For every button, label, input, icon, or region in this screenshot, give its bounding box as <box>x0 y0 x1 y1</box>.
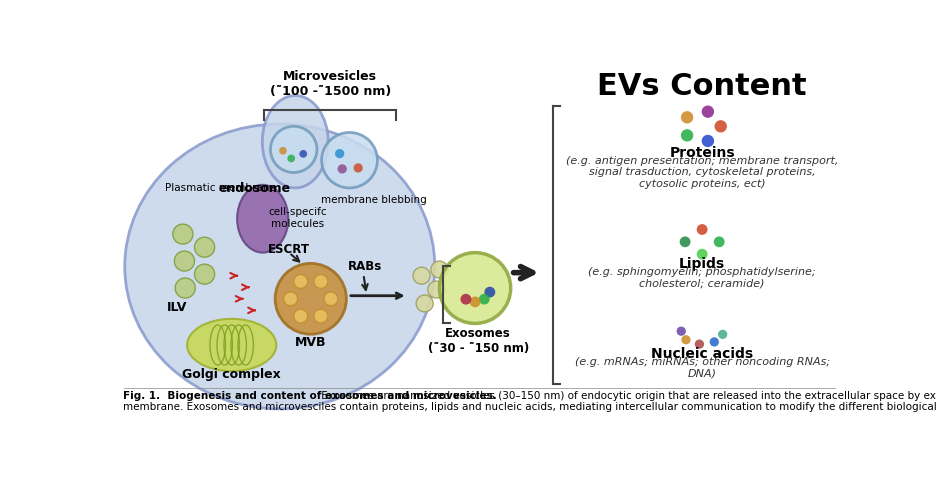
Circle shape <box>287 155 295 163</box>
Circle shape <box>413 267 431 284</box>
Text: Nucleic acids: Nucleic acids <box>651 347 753 361</box>
Circle shape <box>709 337 719 346</box>
Circle shape <box>284 292 298 305</box>
Circle shape <box>335 149 344 158</box>
Circle shape <box>479 294 490 305</box>
Circle shape <box>354 163 363 173</box>
Text: Microvesicles
(˜100 -˜1500 nm): Microvesicles (˜100 -˜1500 nm) <box>270 70 390 98</box>
Circle shape <box>439 253 511 324</box>
Circle shape <box>681 335 691 345</box>
Circle shape <box>300 150 307 158</box>
Circle shape <box>680 111 694 123</box>
Circle shape <box>702 135 714 147</box>
Circle shape <box>294 275 308 288</box>
Text: ESCRT: ESCRT <box>268 243 310 256</box>
Circle shape <box>173 224 193 244</box>
Circle shape <box>461 294 472 305</box>
Circle shape <box>314 275 328 288</box>
Circle shape <box>718 330 727 339</box>
Ellipse shape <box>237 185 288 253</box>
Text: Plasmatic membrane: Plasmatic membrane <box>165 183 276 193</box>
Circle shape <box>470 297 480 307</box>
Text: endosome: endosome <box>219 182 291 195</box>
Ellipse shape <box>262 96 329 188</box>
Circle shape <box>294 309 308 323</box>
Circle shape <box>338 164 347 174</box>
Circle shape <box>702 105 714 118</box>
Text: Proteins: Proteins <box>669 145 735 160</box>
Text: cell-specifc
molecules: cell-specifc molecules <box>269 207 327 229</box>
Text: MVB: MVB <box>295 336 327 349</box>
Text: (e.g. sphingomyelin; phosphatidylserine;
cholesterol; ceramide): (e.g. sphingomyelin; phosphatidylserine;… <box>589 267 816 289</box>
Circle shape <box>195 264 214 284</box>
Circle shape <box>696 249 708 260</box>
Circle shape <box>314 309 328 323</box>
Ellipse shape <box>187 319 276 371</box>
Text: Exosomes
(˜30 - ˜150 nm): Exosomes (˜30 - ˜150 nm) <box>428 327 529 355</box>
Circle shape <box>431 261 448 278</box>
Text: Golgi complex: Golgi complex <box>183 368 281 381</box>
Text: membrane blebbing: membrane blebbing <box>321 195 427 205</box>
Circle shape <box>680 236 691 247</box>
Circle shape <box>271 126 317 173</box>
Text: Fig. 1.  Biogenesis and content of exosomes and microvesicles.: Fig. 1. Biogenesis and content of exosom… <box>124 391 497 401</box>
Circle shape <box>275 264 346 334</box>
Text: (e.g. mRNAs; miRNAs; other noncoding RNAs;
DNA): (e.g. mRNAs; miRNAs; other noncoding RNA… <box>575 357 829 379</box>
Circle shape <box>322 132 377 188</box>
Circle shape <box>175 278 196 298</box>
Ellipse shape <box>124 124 434 409</box>
Circle shape <box>680 129 694 142</box>
Circle shape <box>428 281 445 298</box>
Circle shape <box>714 120 727 132</box>
Text: Lipids: Lipids <box>679 257 725 271</box>
Text: ILV: ILV <box>168 301 187 314</box>
Text: Exosomes are nanosized vesicles (30–150 nm) of endocytic origin that are release: Exosomes are nanosized vesicles (30–150 … <box>318 391 936 401</box>
Text: EVs Content: EVs Content <box>597 72 807 102</box>
Circle shape <box>695 340 704 349</box>
Text: membrane. Exosomes and microvesciles contain proteins, lipids and nucleic acids,: membrane. Exosomes and microvesciles con… <box>124 402 936 412</box>
Circle shape <box>195 237 214 257</box>
Text: (e.g. antigen presentation; membrane transport,
signal trasduction, cytoskeletal: (e.g. antigen presentation; membrane tra… <box>566 156 839 189</box>
Circle shape <box>279 147 286 155</box>
Circle shape <box>714 236 724 247</box>
Circle shape <box>677 326 686 336</box>
Circle shape <box>417 295 433 312</box>
Circle shape <box>324 292 338 305</box>
Circle shape <box>485 287 495 298</box>
Text: RABs: RABs <box>348 260 382 273</box>
Circle shape <box>174 251 195 271</box>
Circle shape <box>696 224 708 235</box>
